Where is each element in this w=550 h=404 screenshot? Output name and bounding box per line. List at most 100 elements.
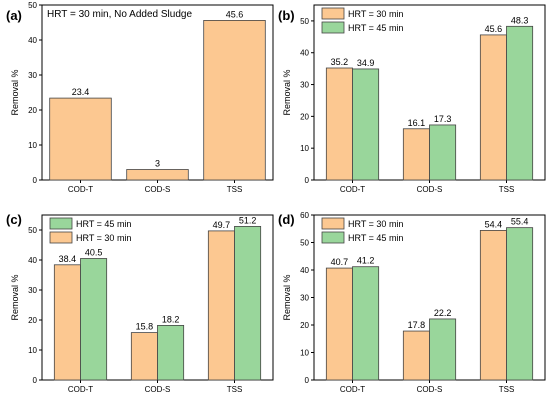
panel-b-legend-label: HRT = 45 min (348, 23, 403, 33)
panel-d-bar (479, 229, 507, 381)
panel-b-bar (506, 25, 534, 181)
panel-c-ytick-label: 10 (28, 346, 37, 355)
panel-b-legend-swatch (321, 21, 345, 34)
panel-d-ytick-label: 10 (300, 349, 309, 358)
panel-c-ytick-label: 50 (28, 226, 37, 235)
panel-d-legend-swatch (321, 231, 345, 244)
panel-d-xtick-label: COD-S (417, 385, 443, 394)
panel-a-letter: (a) (6, 8, 22, 23)
panel-c-bar (234, 225, 262, 381)
panel-b-ytick-label: 10 (300, 144, 309, 153)
panel-b-xtick-label: TSS (499, 185, 515, 194)
panel-d-legend-swatch (321, 217, 345, 230)
panel-d-ylabel: Removal % (282, 274, 292, 320)
panel-c-data-label: 15.8 (136, 322, 154, 332)
panel-c-legend-swatch (49, 231, 73, 244)
panel-b-bar (479, 34, 507, 181)
panel-d-data-label: 40.7 (331, 257, 349, 267)
panel-c-ytick-label: 40 (28, 256, 37, 265)
panel-a-xtick-label: TSS (227, 185, 243, 194)
panel-a-xtick-label: COD-T (68, 185, 93, 194)
panel-d-bar (352, 266, 380, 381)
panel-b-legend-label: HRT = 30 min (348, 9, 403, 19)
panel-c-ytick-label: 20 (28, 316, 37, 325)
panel-b-data-label: 34.9 (357, 58, 375, 68)
panel-b-ytick-label: 40 (300, 49, 309, 58)
panel-d-data-label: 22.2 (434, 308, 452, 318)
panel-c-ytick-label: 30 (28, 286, 37, 295)
panel-a-bar (203, 19, 266, 181)
panel-c-bar (207, 230, 235, 381)
panel-c-bar (157, 324, 185, 381)
panel-b-xtick-label: COD-T (340, 185, 365, 194)
panel-b-data-label: 48.3 (511, 15, 529, 25)
panel-c-xtick-label: COD-S (145, 385, 171, 394)
panel-d-letter: (d) (278, 212, 295, 227)
panel-b-data-label: 35.2 (331, 57, 349, 67)
panel-b-bar (402, 128, 430, 181)
panel-a-data-label: 3 (155, 159, 160, 169)
panel-a-bar (126, 169, 189, 181)
panel-c-data-label: 38.4 (59, 254, 77, 264)
panel-d-data-label: 55.4 (511, 217, 529, 227)
panel-b-ytick-label: 30 (300, 81, 309, 90)
panel-b-data-label: 16.1 (408, 118, 426, 128)
panel-a-ytick-label: 40 (28, 36, 37, 45)
panel-d-data-label: 41.2 (357, 256, 375, 266)
panel-d-ytick-label: 40 (300, 266, 309, 275)
panel-d-xtick-label: COD-T (340, 385, 365, 394)
panel-c-data-label: 40.5 (85, 248, 103, 258)
panel-a-ylabel: Removal % (10, 69, 20, 115)
panel-a-bar (49, 97, 112, 181)
panel-b-ytick-label: 50 (300, 17, 309, 26)
panel-d-legend-label: HRT = 45 min (348, 233, 403, 243)
panel-a-data-label: 45.6 (226, 9, 244, 19)
panel-b-bar (429, 124, 457, 181)
panel-d-bar (402, 330, 430, 381)
panel-a-xtick-label: COD-S (145, 185, 171, 194)
panel-d-data-label: 17.8 (408, 320, 426, 330)
panel-d-data-label: 54.4 (485, 219, 503, 229)
panel-c-legend-label: HRT = 45 min (76, 219, 131, 229)
panel-a-ytick-label: 30 (28, 71, 37, 80)
panel-c-bar (80, 258, 108, 381)
panel-a-ytick-label: 20 (28, 106, 37, 115)
panel-d-bar (429, 318, 457, 381)
panel-d-ytick-label: 30 (300, 294, 309, 303)
panel-b-ylabel: Removal % (282, 69, 292, 115)
panel-b-bar (352, 68, 380, 181)
panel-b-ytick-label: 0 (305, 176, 310, 185)
panel-b-letter: (b) (278, 8, 295, 23)
panel-d-ytick-label: 60 (300, 211, 309, 220)
panel-d-bar (325, 267, 353, 381)
panel-c-data-label: 49.7 (213, 220, 231, 230)
panel-a-ytick-label: 50 (28, 1, 37, 10)
panel-c-xtick-label: COD-T (68, 385, 93, 394)
panel-b-data-label: 45.6 (485, 24, 503, 34)
panel-b-data-label: 17.3 (434, 114, 452, 124)
panel-d-ytick-label: 20 (300, 321, 309, 330)
panel-a-data-label: 23.4 (72, 87, 90, 97)
panel-b-legend-swatch (321, 7, 345, 20)
panel-b-bar (325, 67, 353, 181)
panel-a-ytick-label: 0 (33, 176, 38, 185)
panel-c-legend-swatch (49, 217, 73, 230)
panel-d-ytick-label: 50 (300, 239, 309, 248)
panel-c-ylabel: Removal % (10, 274, 20, 320)
panel-d-bar (506, 227, 534, 381)
panel-d-xtick-label: TSS (499, 385, 515, 394)
panel-b-ytick-label: 20 (300, 112, 309, 121)
panel-c-ytick-label: 0 (33, 376, 38, 385)
panel-b-xtick-label: COD-S (417, 185, 443, 194)
panel-c-data-label: 51.2 (239, 215, 257, 225)
panel-c-bar (130, 332, 158, 381)
panel-a-ytick-label: 10 (28, 141, 37, 150)
panel-d-legend-label: HRT = 30 min (348, 219, 403, 229)
panel-a-annotation: HRT = 30 min, No Added Sludge (47, 9, 192, 20)
panel-d-ytick-label: 0 (305, 376, 310, 385)
panel-c-legend-label: HRT = 30 min (76, 233, 131, 243)
panel-c-letter: (c) (6, 212, 22, 227)
panel-c-bar (53, 264, 81, 381)
panel-c-data-label: 18.2 (162, 314, 180, 324)
